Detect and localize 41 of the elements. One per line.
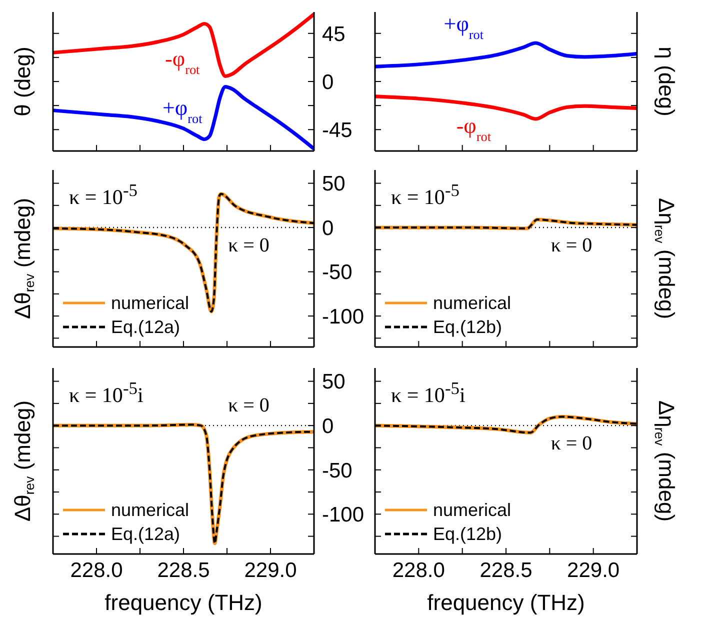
x-tick-label: 228.5 bbox=[157, 558, 210, 582]
annotation: κ = 10$^{-5}$ bbox=[69, 180, 138, 210]
y-tick-label: -100 bbox=[322, 305, 364, 328]
y-tick-label: 45 bbox=[322, 22, 346, 46]
ref-line-label: κ = 0 bbox=[550, 432, 592, 455]
y-tick-label: 50 bbox=[322, 172, 346, 196]
x-tick-label: 229.0 bbox=[567, 558, 620, 582]
legend-label: Eq.(12b) bbox=[433, 524, 502, 544]
series-label: -φ$_{rot}$ bbox=[456, 112, 492, 144]
x-tick-label: 229.0 bbox=[244, 558, 297, 582]
y-tick-label: 0 bbox=[322, 216, 334, 240]
ref-line-label: κ = 0 bbox=[550, 234, 592, 257]
x-tick-label: 228.5 bbox=[480, 558, 532, 582]
y-tick-label: 0 bbox=[322, 70, 334, 94]
series-label: +φ$_{rot}$ bbox=[444, 11, 484, 42]
legend-label: numerical bbox=[433, 500, 512, 520]
y-axis-title: θ (deg) bbox=[10, 46, 34, 116]
y-tick-label: 50 bbox=[322, 370, 346, 394]
y-tick-label: 0 bbox=[322, 415, 334, 438]
legend-label: numerical bbox=[433, 292, 512, 314]
annotation: κ = 10$^{-5}$ bbox=[391, 180, 460, 210]
y-tick-label: -50 bbox=[322, 459, 352, 482]
x-tick-label: 228.0 bbox=[70, 558, 123, 582]
y-tick-label: -50 bbox=[322, 261, 352, 284]
legend-label: Eq.(12a) bbox=[111, 316, 180, 338]
annotation: κ = 10$^{-5}$i bbox=[391, 378, 466, 408]
x-axis-title: frequency (THz) bbox=[427, 590, 585, 615]
legend-label: Eq.(12a) bbox=[111, 524, 180, 544]
legend-label: numerical bbox=[111, 292, 190, 314]
annotation: κ = 10$^{-5}$i bbox=[69, 378, 144, 408]
ref-line-label: κ = 0 bbox=[228, 394, 270, 417]
x-axis-title: frequency (THz) bbox=[104, 590, 262, 615]
y-tick-label: -45 bbox=[322, 119, 352, 142]
y-tick-label: -100 bbox=[322, 504, 364, 527]
legend-label: Eq.(12b) bbox=[433, 316, 502, 338]
series-label: +φ$_{rot}$ bbox=[162, 95, 203, 126]
y-axis-title: η (deg) bbox=[654, 46, 680, 116]
legend-label: numerical bbox=[111, 500, 190, 520]
x-tick-label: 228.0 bbox=[392, 558, 445, 582]
ref-line-label: κ = 0 bbox=[228, 234, 270, 257]
series-label: -φ$_{rot}$ bbox=[165, 46, 200, 76]
